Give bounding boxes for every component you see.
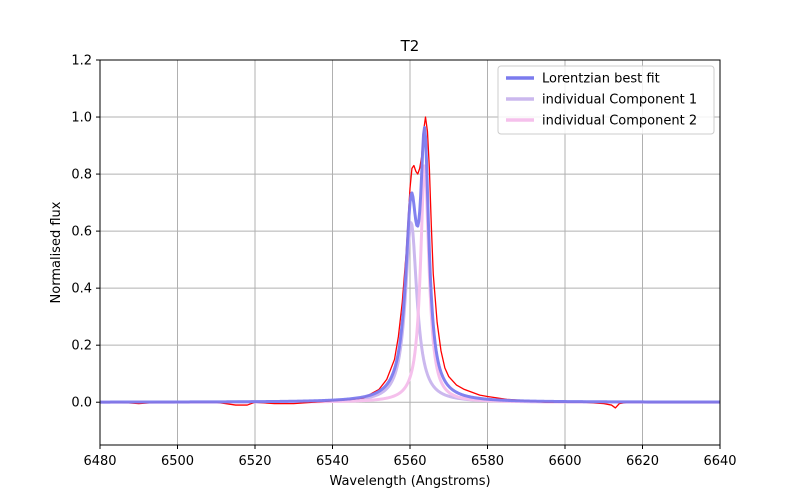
y-tick-label: 0.6 [71, 225, 92, 240]
legend-box [497, 65, 715, 135]
y-tick-label: 0.2 [71, 339, 92, 354]
x-tick-label: 6620 [626, 454, 659, 469]
y-tick-label: 1.0 [71, 111, 92, 126]
legend: Lorentzian best fit individual Component… [497, 65, 715, 135]
x-tick-label: 6600 [548, 454, 581, 469]
series-best-fit-line [100, 125, 720, 404]
legend-label-lorentzian-best-fit: Lorentzian best fit [542, 72, 660, 87]
x-tick-label: 6520 [238, 454, 271, 469]
legend-label-component-2: individual Component 2 [542, 114, 697, 129]
plot-series [100, 116, 720, 409]
x-tick-label: 6640 [703, 454, 736, 469]
chart-title: T2 [400, 37, 420, 55]
y-axis-label: Normalised flux [49, 201, 64, 303]
x-tick-label: 6480 [83, 454, 116, 469]
y-tick-label: 0.4 [71, 282, 92, 297]
ticks: 6480 6500 6520 6540 6560 6580 6600 6620 6640 0.0 0… [71, 54, 736, 470]
x-tick-label: 6540 [316, 454, 349, 469]
y-tick-label: 0.8 [71, 168, 92, 183]
x-tick-label: 6580 [471, 454, 504, 469]
legend-label-component-1: individual Component 1 [542, 93, 697, 108]
y-tick-label: 1.2 [71, 54, 92, 69]
y-tick-label: 0.0 [71, 396, 92, 411]
x-tick-label: 6500 [161, 454, 194, 469]
x-tick-label: 6560 [393, 454, 426, 469]
x-axis-label: Wavelength (Angstroms) [329, 474, 490, 489]
